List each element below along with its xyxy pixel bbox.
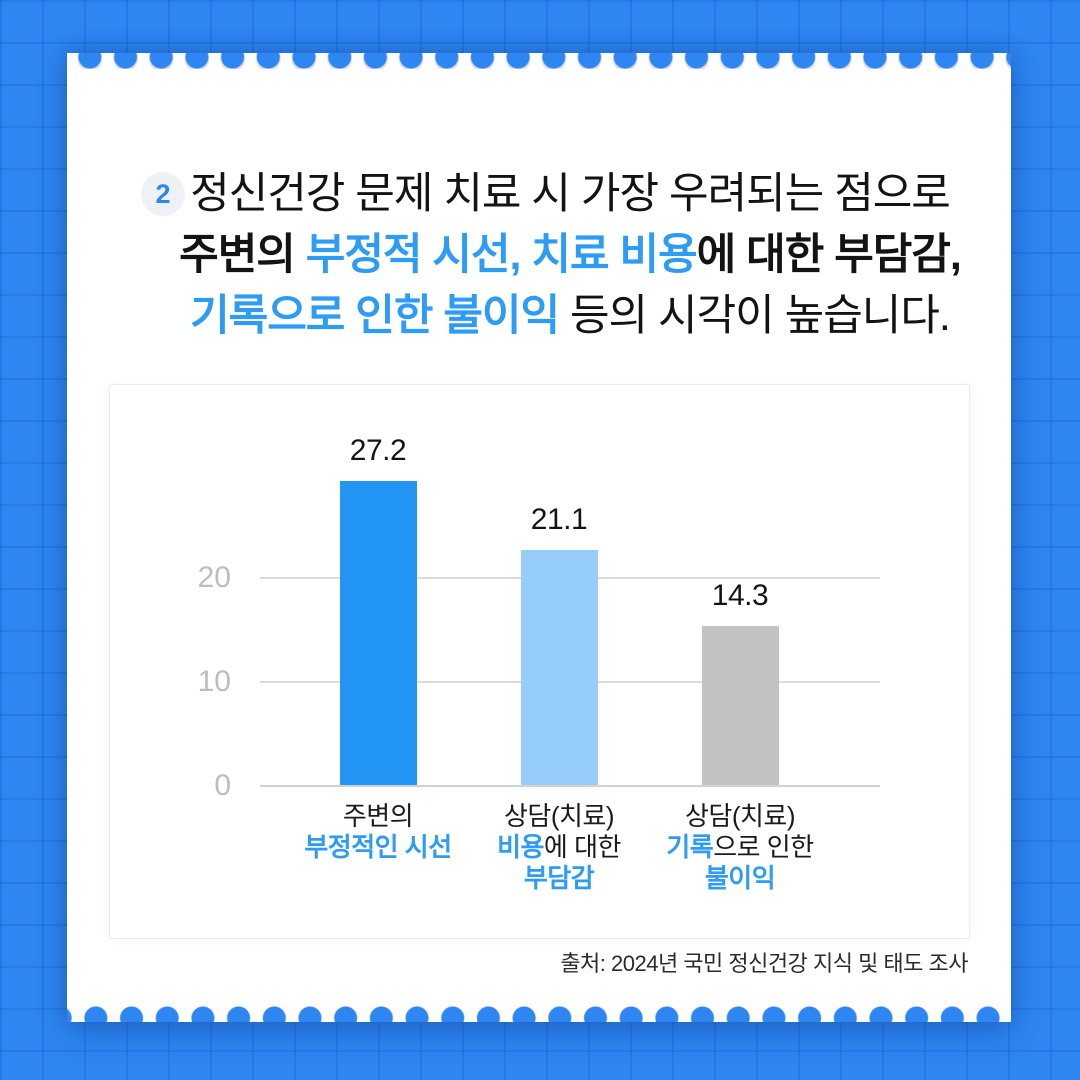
category-text: 상담(치료) xyxy=(504,801,615,831)
y-axis-tick-0: 0 xyxy=(214,769,231,802)
category-label-3: 상담(치료) 기록으로 인한 불이익 xyxy=(630,801,850,894)
bar-record-disadvantage xyxy=(701,626,779,786)
x-axis-baseline xyxy=(260,785,880,787)
badge-number: 2 xyxy=(155,178,171,209)
scalloped-edge-top xyxy=(67,53,1011,69)
headline-segment: 등의 시각이 높습니다. xyxy=(559,292,951,340)
category-text-highlight: 비용 xyxy=(497,832,544,862)
bar-value-label: 27.2 xyxy=(349,434,407,467)
bar-column-2: 21.1 xyxy=(499,503,619,786)
y-axis-tick-20: 20 xyxy=(197,561,231,594)
headline-segment-highlight: 부정적 시선, 치료 비용 xyxy=(305,231,698,279)
category-text-highlight: 불이익 xyxy=(704,863,776,893)
number-badge: 2 xyxy=(141,172,185,216)
category-text: 주변의 xyxy=(342,801,414,831)
headline-line-3: 기록으로 인한 불이익 등의 시각이 높습니다. xyxy=(120,294,1020,339)
category-text: 에 대한 xyxy=(543,832,621,862)
bar-treatment-cost xyxy=(520,550,598,786)
headline-segment: 주변의 xyxy=(179,231,306,279)
headline-line-1: 정신건강 문제 치료 시 가장 우려되는 점으로 xyxy=(120,172,1020,217)
category-label-1: 주변의 부정적인 시선 xyxy=(268,801,488,863)
category-text-highlight: 부정적인 시선 xyxy=(304,832,452,862)
headline-segment: 에 대한 부담감, xyxy=(696,231,962,279)
bar-column-1: 27.2 xyxy=(318,434,438,786)
bar-value-label: 21.1 xyxy=(530,503,588,536)
category-label-2: 상담(치료) 비용에 대한 부담감 xyxy=(449,801,669,894)
category-text: 으로 인한 xyxy=(713,832,814,862)
category-text: 상담(치료) xyxy=(685,801,796,831)
category-text-highlight: 기록 xyxy=(666,832,714,862)
scalloped-edge-bottom xyxy=(67,1006,1011,1022)
bar-negative-perception xyxy=(339,481,417,786)
headline-line-2: 주변의 부정적 시선, 치료 비용에 대한 부담감, xyxy=(120,233,1020,278)
bar-value-label: 14.3 xyxy=(711,579,769,612)
headline-text: 정신건강 문제 치료 시 가장 우려되는 점으로 xyxy=(190,170,951,218)
bar-column-3: 14.3 xyxy=(680,579,800,786)
category-text-highlight: 부담감 xyxy=(523,863,595,893)
headline-segment-highlight: 기록으로 인한 불이익 xyxy=(190,292,560,340)
source-caption: 출처: 2024년 국민 정신건강 지식 및 태도 조사 xyxy=(560,951,968,976)
bar-chart-card: 20 10 0 27.2 21.1 14.3 주변의 부정적인 시선 상담(치료 xyxy=(109,384,970,939)
y-axis-tick-10: 10 xyxy=(197,665,231,698)
stamp-paper: 2 정신건강 문제 치료 시 가장 우려되는 점으로 주변의 부정적 시선, 치… xyxy=(67,53,1011,1022)
